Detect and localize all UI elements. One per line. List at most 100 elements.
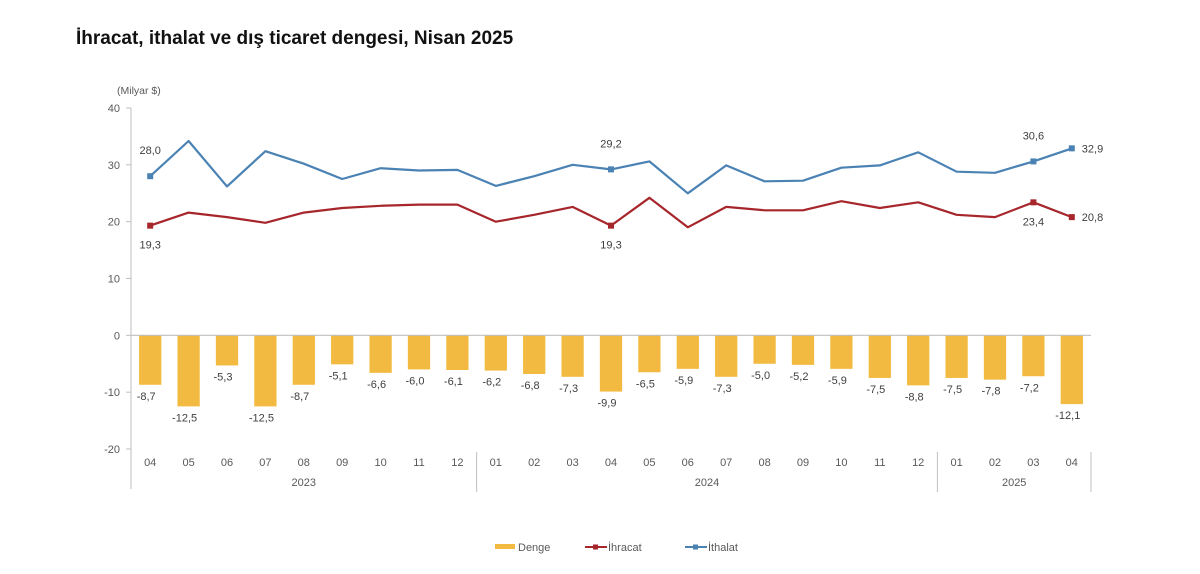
bar-denge [292, 335, 315, 385]
x-axis: 04 05 06 07 08 09 10 11 12 01 02 03 04 05 06 07 08 09 10 11… [144, 452, 1092, 492]
marker-ithalat [608, 166, 614, 173]
bar-denge [599, 335, 623, 392]
bar-denge [945, 335, 968, 378]
bar-data-label: -8,7 [137, 391, 156, 403]
bar-data-label: -12,1 [1055, 410, 1080, 422]
bar-data-label: -9,9 [598, 398, 617, 410]
x-year-label: 2025 [1002, 477, 1026, 489]
bar-denge [676, 335, 699, 369]
bar-denge [561, 335, 584, 377]
bar-denge [830, 335, 853, 369]
bar-denge [215, 335, 239, 366]
x-tick-label: 03 [566, 457, 578, 469]
x-tick-label: 03 [1027, 457, 1039, 469]
line-data-label: 30,6 [1023, 130, 1044, 142]
bar-data-label: -5,2 [790, 371, 809, 383]
bar-denge [407, 335, 431, 370]
bar-denge [331, 335, 354, 365]
x-tick-label: 05 [643, 457, 655, 469]
bar-labels: -8,7 -12,5 -5,3 -12,5 -8,7 -5,1 -6,6 -6,0 -6,1 -6… [137, 370, 1081, 425]
x-tick-label: 04 [1066, 457, 1078, 469]
bar-denge [638, 335, 661, 373]
lines: 19,3 19,3 23,4 20,8 28,0 29,2 30,6 32,9 [139, 130, 1103, 251]
bar-denge [177, 335, 200, 407]
x-tick-label: 07 [259, 457, 271, 469]
bar-data-label: -6,8 [521, 380, 540, 392]
bar-denge [1060, 335, 1083, 405]
x-tick-label: 01 [490, 457, 502, 469]
x-tick-label: 04 [144, 457, 156, 469]
x-tick-label: 04 [605, 457, 617, 469]
bar-data-label: -7,2 [1020, 382, 1039, 394]
bar-data-label: -5,9 [674, 375, 693, 387]
bar-data-label: -7,5 [866, 384, 885, 396]
bar-data-label: -6,1 [444, 376, 463, 388]
bar-data-label: -5,3 [214, 371, 233, 383]
bar-data-label: -7,5 [943, 384, 962, 396]
x-year-label: 2024 [695, 477, 719, 489]
bar-data-label: -6,0 [406, 375, 425, 387]
marker-ithalat [147, 173, 154, 180]
bar-denge [753, 335, 776, 364]
y-tick-label: -10 [104, 387, 120, 399]
marker-ihracat [608, 222, 614, 229]
x-tick-label: 06 [682, 457, 694, 469]
x-year-label: 2023 [292, 477, 316, 489]
bars-denge [139, 335, 1083, 407]
line-data-label: 23,4 [1023, 216, 1044, 228]
bar-data-label: -5,9 [828, 375, 847, 387]
bar-denge [523, 335, 546, 374]
line-data-label: 20,8 [1082, 212, 1103, 224]
bar-data-label: -6,5 [636, 378, 655, 390]
bar-denge [868, 335, 891, 378]
line-data-label: 19,3 [139, 240, 160, 252]
bar-data-label: -12,5 [172, 412, 197, 424]
line-data-label: 28,0 [139, 145, 160, 157]
x-tick-label: 08 [298, 457, 310, 469]
chart-title: İhracat, ithalat ve dış ticaret dengesi,… [76, 28, 514, 49]
bar-denge [484, 335, 507, 371]
legend-swatch-denge [495, 544, 515, 549]
bar-data-label: -5,1 [329, 370, 348, 382]
x-tick-label: 01 [950, 457, 962, 469]
x-tick-label: 10 [374, 457, 386, 469]
x-tick-label: 07 [720, 457, 732, 469]
x-tick-label: 02 [989, 457, 1001, 469]
marker-ihracat [1030, 199, 1037, 206]
y-tick-label: 40 [108, 103, 120, 115]
bar-data-label: -6,6 [367, 379, 386, 391]
marker-ihracat [1068, 214, 1075, 221]
bar-denge [369, 335, 392, 373]
x-tick-label: 12 [912, 457, 924, 469]
bar-denge [139, 335, 162, 385]
x-tick-label: 09 [797, 457, 809, 469]
y-tick-label: 10 [108, 274, 120, 286]
line-data-label: 32,9 [1082, 143, 1103, 155]
bar-data-label: -6,2 [482, 377, 501, 389]
bar-denge [715, 335, 738, 377]
x-tick-label: 11 [413, 457, 424, 469]
x-tick-label: 02 [528, 457, 540, 469]
y-axis-unit-label: (Milyar $) [117, 85, 161, 97]
bar-denge [1022, 335, 1045, 377]
x-tick-label: 05 [182, 457, 194, 469]
line-data-label: 29,2 [600, 138, 621, 150]
marker-ihracat [147, 222, 154, 229]
bar-data-label: -7,8 [982, 386, 1001, 398]
x-tick-label: 08 [758, 457, 770, 469]
legend-label: İthalat [708, 541, 738, 554]
bar-data-label: -7,3 [559, 383, 578, 395]
bar-data-label: -5,0 [751, 370, 770, 382]
legend: Denge İhracat İthalat [495, 541, 738, 554]
bar-denge [254, 335, 277, 407]
x-tick-label: 06 [221, 457, 233, 469]
bar-data-label: -8,7 [290, 391, 309, 403]
legend-label: İhracat [608, 541, 642, 554]
bar-denge [907, 335, 930, 386]
bar-data-label: -7,3 [713, 383, 732, 395]
legend-marker [693, 544, 698, 550]
y-tick-label: 30 [108, 160, 120, 172]
y-tick-label: 20 [108, 217, 120, 229]
legend-label: Denge [518, 542, 550, 554]
